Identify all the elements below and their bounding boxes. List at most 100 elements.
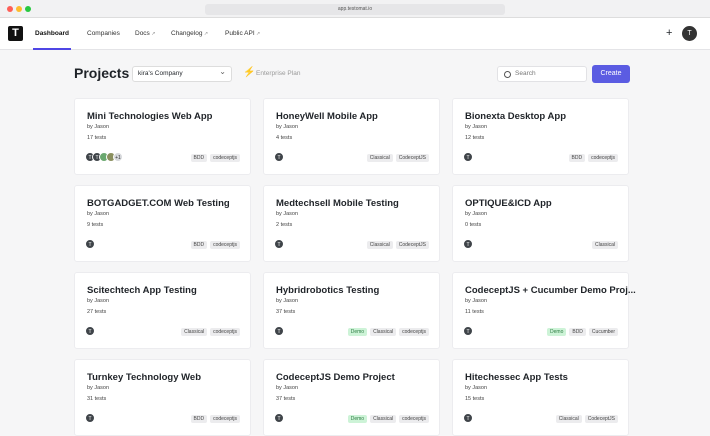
project-title[interactable]: CodeceptJS Demo Project [276,372,395,383]
test-count: 17 tests [87,135,107,141]
minimize-button[interactable] [16,6,22,12]
tag: BDD [190,241,208,249]
project-card[interactable]: HoneyWell Mobile App by Jason 4 tests T Clas… [263,98,440,175]
more-members: +1 [113,152,123,162]
tag-list: Demo Classical codeceptjs [347,328,429,336]
create-button[interactable]: Create [592,65,630,83]
tag: codeceptjs [210,328,240,336]
test-count: 37 tests [276,309,296,315]
project-author: by Jason [465,124,488,130]
plan-icon: ⚡ [243,67,256,78]
user-avatar[interactable]: T [682,26,697,41]
add-button[interactable]: + [666,27,673,39]
project-card[interactable]: CodeceptJS + Cucumber Demo Proj... by Jas… [452,272,636,349]
test-count: 27 tests [87,309,107,315]
browser-bar: app.testomat.io [0,0,710,18]
tag: Classical [555,415,582,423]
tag: codeceptjs [210,154,240,162]
tag-list: Classical CodeceptJS [366,241,429,249]
company-select[interactable]: kira's Company [132,65,232,82]
project-title[interactable]: CodeceptJS + Cucumber Demo Proj... [465,285,636,296]
project-card[interactable]: BOTGADGET.COM Web Testing by Jason 9 tests… [74,185,251,262]
tag: codeceptjs [210,415,240,423]
tag: Demo [547,328,567,336]
project-author: by Jason [465,298,488,304]
project-card[interactable]: OPTIQUE&ICD App by Jason 0 tests T Classical [452,185,629,262]
search-input[interactable]: Search [497,66,587,82]
member-avatar: T [274,413,284,423]
member-avatar: T [274,239,284,249]
member-avatar: T [85,239,95,249]
tag: Classical [370,328,397,336]
project-title[interactable]: Hybridrobotics Testing [276,285,380,296]
tag: codeceptjs [210,241,240,249]
tag: Classical [370,415,397,423]
nav-tab[interactable]: Changelog ↗ [171,30,209,37]
project-author: by Jason [87,124,110,130]
tag-list: BDD codeceptjs [568,154,618,162]
nav-tab[interactable]: Companies [87,30,120,37]
member-avatar: T [463,239,473,249]
project-card[interactable]: Mini Technologies Web App by Jason 17 test… [74,98,251,175]
tag: Classical [181,328,208,336]
project-card[interactable]: Turnkey Technology Web by Jason 31 tests T B… [74,359,251,436]
project-author: by Jason [276,211,299,217]
tag: codeceptjs [399,328,429,336]
project-title[interactable]: Bionexta Desktop App [465,111,566,122]
nav-tab[interactable]: Public API ↗ [225,30,261,37]
project-card[interactable]: Bionexta Desktop App by Jason 12 tests T BDD… [452,98,629,175]
nav-tab[interactable]: Docs ↗ [135,30,156,37]
project-card[interactable]: Hitechessec App Tests by Jason 15 tests T Cl… [452,359,629,436]
tag-list: BDD codeceptjs [190,415,240,423]
project-author: by Jason [87,211,110,217]
tag: Demo [347,328,368,336]
logo[interactable]: T [8,26,23,41]
project-author: by Jason [276,124,299,130]
nav-tab[interactable]: Dashboard [35,30,69,37]
project-title[interactable]: Medtechsell Mobile Testing [276,198,399,209]
project-card[interactable]: CodeceptJS Demo Project by Jason 37 tests T… [263,359,440,436]
project-title[interactable]: BOTGADGET.COM Web Testing [87,198,230,209]
member-avatar: T [274,326,284,336]
close-button[interactable] [7,6,13,12]
zoom-button[interactable] [25,6,31,12]
project-card[interactable]: Medtechsell Mobile Testing by Jason 2 test… [263,185,440,262]
tag-list: Classical CodeceptJS [555,415,618,423]
tag: Classical [591,241,618,249]
project-card[interactable]: Scitechtech App Testing by Jason 27 tests T… [74,272,251,349]
member-avatar: T [463,152,473,162]
member-avatar: T [85,413,95,423]
project-author: by Jason [87,298,110,304]
tag-list: Demo Classical codeceptjs [347,415,429,423]
nav-bar: T + T Dashboard Companies Docs ↗ Changelog … [0,18,710,50]
member-avatar: T [274,152,284,162]
project-title[interactable]: Scitechtech App Testing [87,285,197,296]
tag: CodeceptJS [395,154,429,162]
test-count: 11 tests [465,309,484,315]
project-title[interactable]: HoneyWell Mobile App [276,111,378,122]
project-title[interactable]: Mini Technologies Web App [87,111,213,122]
project-title[interactable]: OPTIQUE&ICD App [465,198,552,209]
plan-label: Enterprise Plan [256,70,301,77]
member-avatar: T [463,413,473,423]
project-title[interactable]: Hitechessec App Tests [465,372,568,383]
project-author: by Jason [465,211,488,217]
tag-list: Classical CodeceptJS [366,154,429,162]
tag: Demo [347,415,368,423]
tag: codeceptjs [399,415,429,423]
tag: Classical [366,241,393,249]
url-bar[interactable]: app.testomat.io [205,4,505,15]
project-title[interactable]: Turnkey Technology Web [87,372,202,383]
project-card[interactable]: Hybridrobotics Testing by Jason 37 tests T D… [263,272,440,349]
tag: codeceptjs [588,154,618,162]
tag: CodeceptJS [395,241,429,249]
tag: CodeceptJS [584,415,618,423]
test-count: 12 tests [465,135,485,141]
tag-list: Demo BDD Cucumber [547,328,618,336]
tag: Cucumber [588,328,618,336]
test-count: 9 tests [87,222,104,228]
tag: BDD [569,328,586,336]
tag-list: Classical [591,241,618,249]
test-count: 0 tests [465,222,482,228]
